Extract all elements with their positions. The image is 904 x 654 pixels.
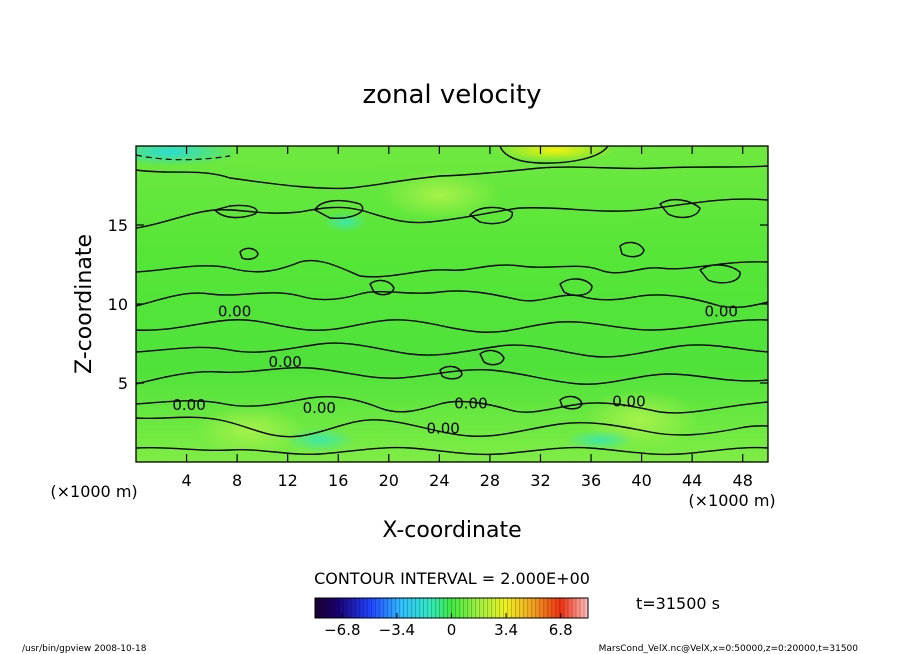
contour-line [136, 319, 768, 333]
contour-line [136, 396, 768, 414]
zero-contours [136, 146, 768, 456]
chart-title: zonal velocity [362, 80, 541, 110]
colorbar-ticks: −6.8 −3.4 0 3.4 6.8 [324, 613, 573, 639]
x-tick-label: 48 [733, 471, 753, 490]
contour-line [314, 199, 364, 220]
y-tick-label: 15 [108, 216, 128, 235]
contour-line [136, 165, 768, 190]
x-axis-label: X-coordinate [382, 518, 521, 543]
x-tick-label: 28 [480, 471, 500, 490]
contour-line [136, 366, 768, 385]
colorbar-tick-label: −6.8 [324, 621, 360, 639]
y-axis-label: Z-coordinate [72, 234, 97, 374]
contour-line [136, 446, 768, 456]
contour-label: 0.00 [705, 303, 738, 321]
contour-line [699, 264, 741, 284]
footer-right: MarsCond_VelX.nc@VelX,x=0:50000,z=0:2000… [599, 644, 859, 654]
contour-line [136, 416, 768, 438]
light-patch [195, 405, 305, 455]
colorbar-stripes [318, 598, 585, 618]
contour-labels: 0.00 0.00 0.00 0.00 0.00 0.00 0.00 0.00 [172, 303, 738, 438]
negative-velocity-patch [323, 212, 367, 232]
contour-line [136, 342, 768, 358]
contour-line [136, 290, 768, 309]
negative-contour-line [136, 154, 231, 161]
x-tick-label: 32 [530, 471, 550, 490]
y-tick-label: 5 [118, 374, 128, 393]
contour-line [439, 365, 463, 380]
x-tick-label: 12 [278, 471, 298, 490]
time-label: t=31500 s [636, 594, 720, 613]
plot-area: 0.00 0.00 0.00 0.00 0.00 0.00 0.00 0.00 [136, 146, 768, 462]
x-tick-label: 4 [181, 471, 191, 490]
contour-line [559, 278, 593, 297]
contour-line [469, 206, 513, 225]
y-tick-label: 10 [108, 295, 128, 314]
x-tick-label: 20 [379, 471, 399, 490]
contour-interval-label: CONTOUR INTERVAL = 2.000E+00 [314, 569, 590, 588]
contour-label: 0.00 [172, 396, 205, 414]
colorbar-tick-label: −3.4 [379, 621, 415, 639]
contour-label: 0.00 [426, 420, 459, 438]
x-axis: 4 8 12 16 20 24 28 32 36 40 44 48 [181, 146, 753, 490]
aqua-patch [285, 428, 355, 452]
contour-line [136, 198, 768, 229]
aqua-patch [565, 430, 635, 450]
contour-line [659, 198, 701, 219]
contour-label: 0.00 [454, 394, 487, 412]
x-tick-label: 36 [581, 471, 601, 490]
y-axis-unit: (×1000 m) [50, 482, 137, 501]
contour-line [136, 259, 768, 278]
contour-line [559, 395, 583, 410]
contour-label: 0.00 [268, 353, 301, 371]
contour-line [369, 279, 395, 296]
colorbar-tick-label: 0 [447, 621, 457, 639]
negative-velocity-patch [136, 146, 240, 166]
contour-line [499, 146, 609, 164]
contour-label: 0.00 [218, 303, 251, 321]
x-axis-unit: (×1000 m) [688, 491, 775, 510]
colorbar-tick-label: 6.8 [549, 621, 573, 639]
light-patch [380, 170, 500, 220]
colorbar-tick-label: 3.4 [494, 621, 518, 639]
x-tick-label: 16 [328, 471, 348, 490]
contour-line [214, 204, 258, 219]
contour-line [619, 241, 645, 258]
contour-line [479, 349, 505, 366]
contour-label: 0.00 [612, 393, 645, 411]
x-tick-label: 40 [631, 471, 651, 490]
y-axis: 5 10 15 [108, 216, 768, 393]
x-tick-label: 8 [232, 471, 242, 490]
footer-left: /usr/bin/gpview 2008-10-18 [22, 644, 147, 654]
contour-label: 0.00 [303, 399, 336, 417]
contour-line [239, 247, 259, 260]
x-tick-label: 24 [429, 471, 449, 490]
x-tick-label: 44 [682, 471, 702, 490]
